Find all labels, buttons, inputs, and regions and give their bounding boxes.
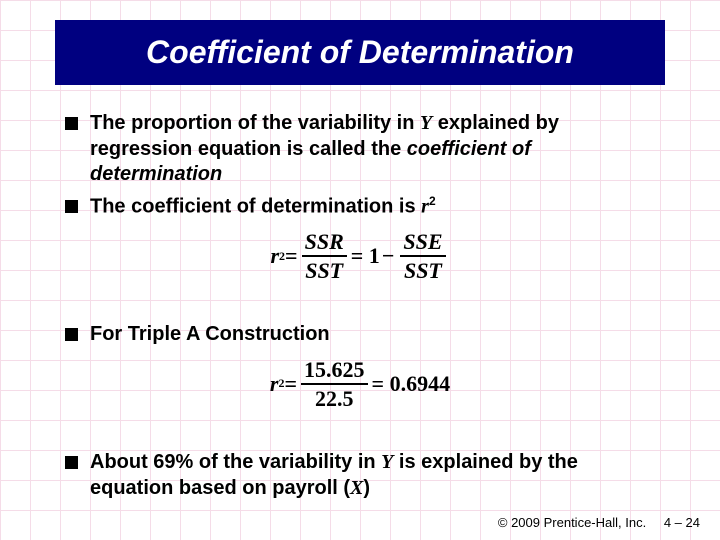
eq-r: r (270, 243, 279, 269)
title-box: Coefficient of Determination (55, 20, 665, 85)
eq-minus: − (382, 243, 395, 269)
square-bullet-icon (65, 117, 78, 130)
frac-bar (302, 255, 347, 257)
eq-equals: = (284, 371, 297, 397)
text-run: About 69% of the variability in (90, 451, 381, 473)
equation-1: r2 = SSR SST = 1 − SSE SST (55, 230, 665, 282)
frac-den: SST (302, 259, 346, 282)
variable-x: X (350, 477, 363, 499)
slide-title: Coefficient of Determination (65, 34, 655, 71)
square-bullet-icon (65, 200, 78, 213)
variable-y: Y (420, 112, 432, 134)
text-run: The coefficient of determination is (90, 195, 421, 217)
frac-num: SSE (400, 230, 445, 253)
square-bullet-icon (65, 456, 78, 469)
bullet-list: For Triple A Construction (55, 322, 665, 348)
slide-footer: © 2009 Prentice-Hall, Inc. 4 – 24 (498, 515, 700, 530)
equation-2: r2 = 15.625 22.5 = 0.6944 (55, 358, 665, 410)
page-number: 4 – 24 (664, 515, 700, 530)
frac-num: 15.625 (301, 358, 368, 381)
fraction: SSE SST (400, 230, 445, 282)
fraction: 15.625 22.5 (301, 358, 368, 410)
bullet-text: For Triple A Construction (90, 322, 330, 348)
bullet-list: About 69% of the variability in Y is exp… (55, 450, 665, 501)
eq-equals: = (285, 243, 298, 269)
fraction: SSR SST (302, 230, 347, 282)
text-run: The proportion of the variability in (90, 112, 420, 134)
frac-bar (301, 383, 368, 385)
bullet-item: The coefficient of determination is r2 (65, 194, 655, 220)
superscript: 2 (429, 194, 436, 208)
frac-num: SSR (302, 230, 347, 253)
frac-den: 22.5 (312, 387, 357, 410)
frac-bar (400, 255, 445, 257)
bullet-text: The proportion of the variability in Y e… (90, 111, 655, 188)
eq-one: = 1 (351, 243, 380, 269)
square-bullet-icon (65, 328, 78, 341)
eq-result: = 0.6944 (372, 371, 451, 397)
page-num: 24 (686, 515, 700, 530)
slide-content: Coefficient of Determination The proport… (0, 0, 720, 501)
bullet-text: The coefficient of determination is r2 (90, 194, 436, 220)
bullet-item: The proportion of the variability in Y e… (65, 111, 655, 188)
frac-den: SST (401, 259, 445, 282)
page-prefix: 4 – (664, 515, 686, 530)
bullet-list: The proportion of the variability in Y e… (55, 111, 665, 220)
bullet-item: About 69% of the variability in Y is exp… (65, 450, 655, 501)
copyright-text: © 2009 Prentice-Hall, Inc. (498, 515, 646, 530)
text-run: ) (363, 477, 370, 499)
bullet-item: For Triple A Construction (65, 322, 655, 348)
variable-r: r (421, 195, 429, 217)
variable-y: Y (381, 451, 393, 473)
eq-r: r (270, 371, 279, 397)
bullet-text: About 69% of the variability in Y is exp… (90, 450, 655, 501)
